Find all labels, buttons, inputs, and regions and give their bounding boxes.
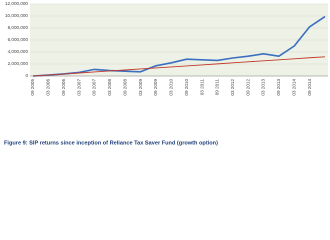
chart-caption: Figure 9: SIP returns since inception of… bbox=[4, 140, 218, 146]
x-tick-label: 03 2006 bbox=[46, 79, 51, 96]
y-tick-label: 6,000,000 bbox=[8, 37, 29, 42]
x-tick-label: 03 2007 bbox=[76, 79, 81, 96]
y-tick-label: 8,000,000 bbox=[8, 25, 29, 30]
x-tick-label: 09 2011 bbox=[215, 79, 220, 96]
x-tick-label: 03 2014 bbox=[291, 79, 296, 96]
x-tick-label: 03 2011 bbox=[199, 79, 204, 96]
x-tick-label: 09 2014 bbox=[307, 79, 312, 96]
x-tick-label: 03 2010 bbox=[169, 79, 174, 96]
x-tick-label: 03 2009 bbox=[138, 79, 143, 96]
x-tick-label: 03 2012 bbox=[230, 79, 235, 96]
x-tick-label: 09 2005 bbox=[30, 79, 35, 96]
y-tick-label: 4,000,000 bbox=[8, 49, 29, 54]
y-tick-label: 12,000,000 bbox=[5, 1, 28, 6]
x-tick-label: 03 2008 bbox=[107, 79, 112, 96]
x-tick-label: 09 2013 bbox=[276, 79, 281, 96]
x-tick-label: 09 2006 bbox=[61, 79, 66, 96]
y-tick-label: 0 bbox=[25, 73, 28, 78]
y-tick-label: 2,000,000 bbox=[8, 61, 29, 66]
x-tick-label: 09 2012 bbox=[245, 79, 250, 96]
x-tick-label: 09 2007 bbox=[92, 79, 97, 96]
x-tick-label: 03 2013 bbox=[261, 79, 266, 96]
series-line bbox=[32, 15, 326, 77]
x-tick-label: 09 2009 bbox=[153, 79, 158, 96]
y-tick-label: 10,000,000 bbox=[5, 13, 28, 18]
x-tick-label: 09 2008 bbox=[122, 79, 127, 96]
series-line bbox=[32, 56, 326, 77]
x-tick-label: 09 2010 bbox=[184, 79, 189, 96]
chart: Figure 9: SIP returns since inception of… bbox=[4, 1, 328, 146]
